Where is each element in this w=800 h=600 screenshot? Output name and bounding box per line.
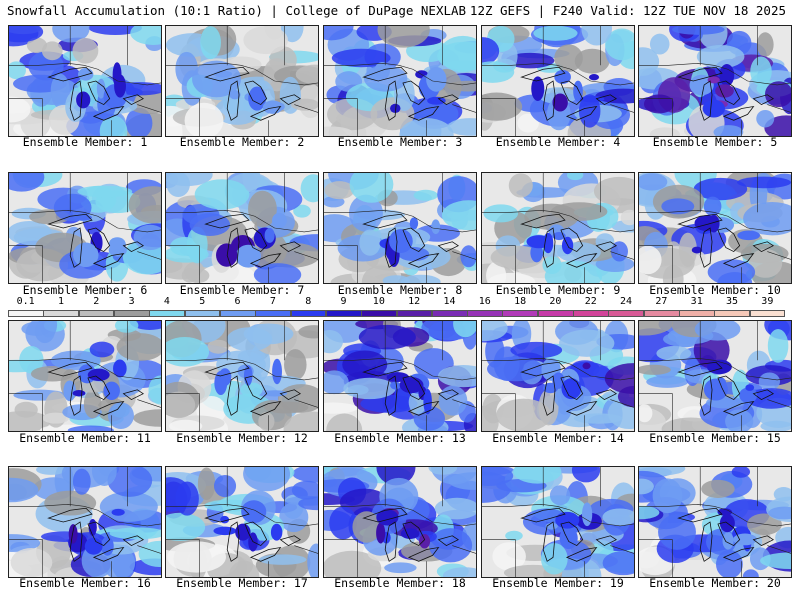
ensemble-member-label-7: Ensemble Member: 7 — [179, 283, 305, 297]
ensemble-member-map-5 — [638, 25, 792, 137]
colorbar-tick-label: 6 — [234, 296, 241, 307]
ensemble-member-label-14: Ensemble Member: 14 — [492, 431, 624, 445]
colorbar-segment — [608, 310, 645, 317]
colorbar-segment — [255, 310, 292, 317]
colorbar-segment — [149, 310, 186, 317]
ensemble-member-label-1: Ensemble Member: 1 — [22, 135, 148, 149]
ensemble-member-map-11 — [8, 320, 162, 432]
ensemble-member-map-18 — [323, 466, 477, 578]
colorbar-tick-label: 1 — [57, 296, 64, 307]
colorbar-tick-label: 12 — [408, 296, 421, 307]
colorbar-segment — [749, 310, 786, 317]
colorbar-segment — [643, 310, 680, 317]
ensemble-member-label-17: Ensemble Member: 17 — [176, 576, 308, 590]
colorbar-segment — [714, 310, 751, 317]
ensemble-member-map-10 — [638, 172, 792, 284]
colorbar-segment — [573, 310, 609, 317]
ensemble-member-label-5: Ensemble Member: 5 — [652, 135, 778, 149]
ensemble-member-map-12 — [165, 320, 319, 432]
ensemble-member-label-4: Ensemble Member: 4 — [495, 135, 621, 149]
ensemble-member-label-16: Ensemble Member: 16 — [19, 576, 151, 590]
ensemble-member-map-3 — [323, 25, 477, 137]
colorbar-tick-label: 7 — [269, 296, 276, 307]
colorbar-segment — [43, 310, 80, 317]
colorbar-segment — [113, 310, 150, 317]
ensemble-member-label-8: Ensemble Member: 8 — [337, 283, 463, 297]
ensemble-member-map-15 — [638, 320, 792, 432]
ensemble-member-label-15: Ensemble Member: 15 — [649, 431, 781, 445]
colorbar-tick-label: 9 — [340, 296, 347, 307]
colorbar-tick-label: 35 — [725, 296, 739, 307]
colorbar-tick-label: 0.1 — [16, 296, 35, 307]
colorbar-tick-label: 8 — [305, 296, 312, 307]
ensemble-member-label-13: Ensemble Member: 13 — [334, 431, 466, 445]
colorbar-tick-label: 24 — [620, 296, 633, 307]
colorbar-tick-label: 4 — [163, 296, 170, 307]
colorbar-segment — [78, 310, 115, 317]
colorbar-tick-label: 27 — [655, 296, 668, 307]
ensemble-member-label-3: Ensemble Member: 3 — [337, 135, 463, 149]
ensemble-member-map-9 — [481, 172, 635, 284]
colorbar-tick-label: 22 — [584, 296, 597, 307]
colorbar-segment — [431, 310, 468, 317]
ensemble-member-map-2 — [165, 25, 319, 137]
colorbar-tick-label: 39 — [761, 296, 774, 307]
ensemble-member-map-7 — [165, 172, 319, 284]
ensemble-member-map-1 — [8, 25, 162, 137]
ensemble-member-label-18: Ensemble Member: 18 — [334, 576, 466, 590]
colorbar-segment — [325, 310, 362, 317]
ensemble-member-label-20: Ensemble Member: 20 — [649, 576, 781, 590]
colorbar-tick-label: 16 — [478, 296, 491, 307]
colorbar-tick-label: 5 — [199, 296, 206, 307]
colorbar-tick-label: 18 — [514, 296, 527, 307]
ensemble-member-label-12: Ensemble Member: 12 — [176, 431, 308, 445]
colorbar-segment — [290, 310, 327, 317]
colorbar-segment — [8, 310, 44, 317]
ensemble-member-map-19 — [481, 466, 635, 578]
ensemble-member-map-8 — [323, 172, 477, 284]
colorbar-segment — [467, 310, 503, 317]
colorbar-tick-label: 20 — [549, 296, 562, 307]
product-title: Snowfall Accumulation (10:1 Ratio) | Col… — [7, 3, 467, 18]
ensemble-member-label-2: Ensemble Member: 2 — [179, 135, 305, 149]
ensemble-member-label-19: Ensemble Member: 19 — [492, 576, 624, 590]
ensemble-member-map-4 — [481, 25, 635, 137]
snowfall-colorbar — [8, 310, 786, 320]
colorbar-tick-label: 10 — [372, 296, 385, 307]
model-run-info: 12Z GEFS | F240 Valid: 12Z TUE NOV 18 20… — [469, 3, 786, 18]
ensemble-member-map-20 — [638, 466, 792, 578]
ensemble-member-label-11: Ensemble Member: 11 — [19, 431, 151, 445]
colorbar-segment — [219, 310, 256, 317]
colorbar-tick-label: 2 — [93, 296, 100, 307]
ensemble-member-map-13 — [323, 320, 477, 432]
ensemble-member-label-10: Ensemble Member: 10 — [649, 283, 781, 297]
ensemble-member-map-6 — [8, 172, 162, 284]
colorbar-segment — [537, 310, 574, 317]
ensemble-member-map-16 — [8, 466, 162, 578]
ensemble-member-label-9: Ensemble Member: 9 — [495, 283, 621, 297]
colorbar-segment — [679, 310, 715, 317]
colorbar-segment — [361, 310, 397, 317]
colorbar-tick-label: 3 — [128, 296, 135, 307]
ensemble-member-map-17 — [165, 466, 319, 578]
colorbar-tick-label: 31 — [690, 296, 703, 307]
colorbar-segment — [502, 310, 539, 317]
ensemble-member-map-14 — [481, 320, 635, 432]
header: Snowfall Accumulation (10:1 Ratio) | Col… — [0, 0, 800, 22]
colorbar-tick-label: 14 — [443, 296, 456, 307]
colorbar-segment — [396, 310, 433, 317]
ensemble-member-label-6: Ensemble Member: 6 — [22, 283, 148, 297]
colorbar-segment — [184, 310, 221, 317]
